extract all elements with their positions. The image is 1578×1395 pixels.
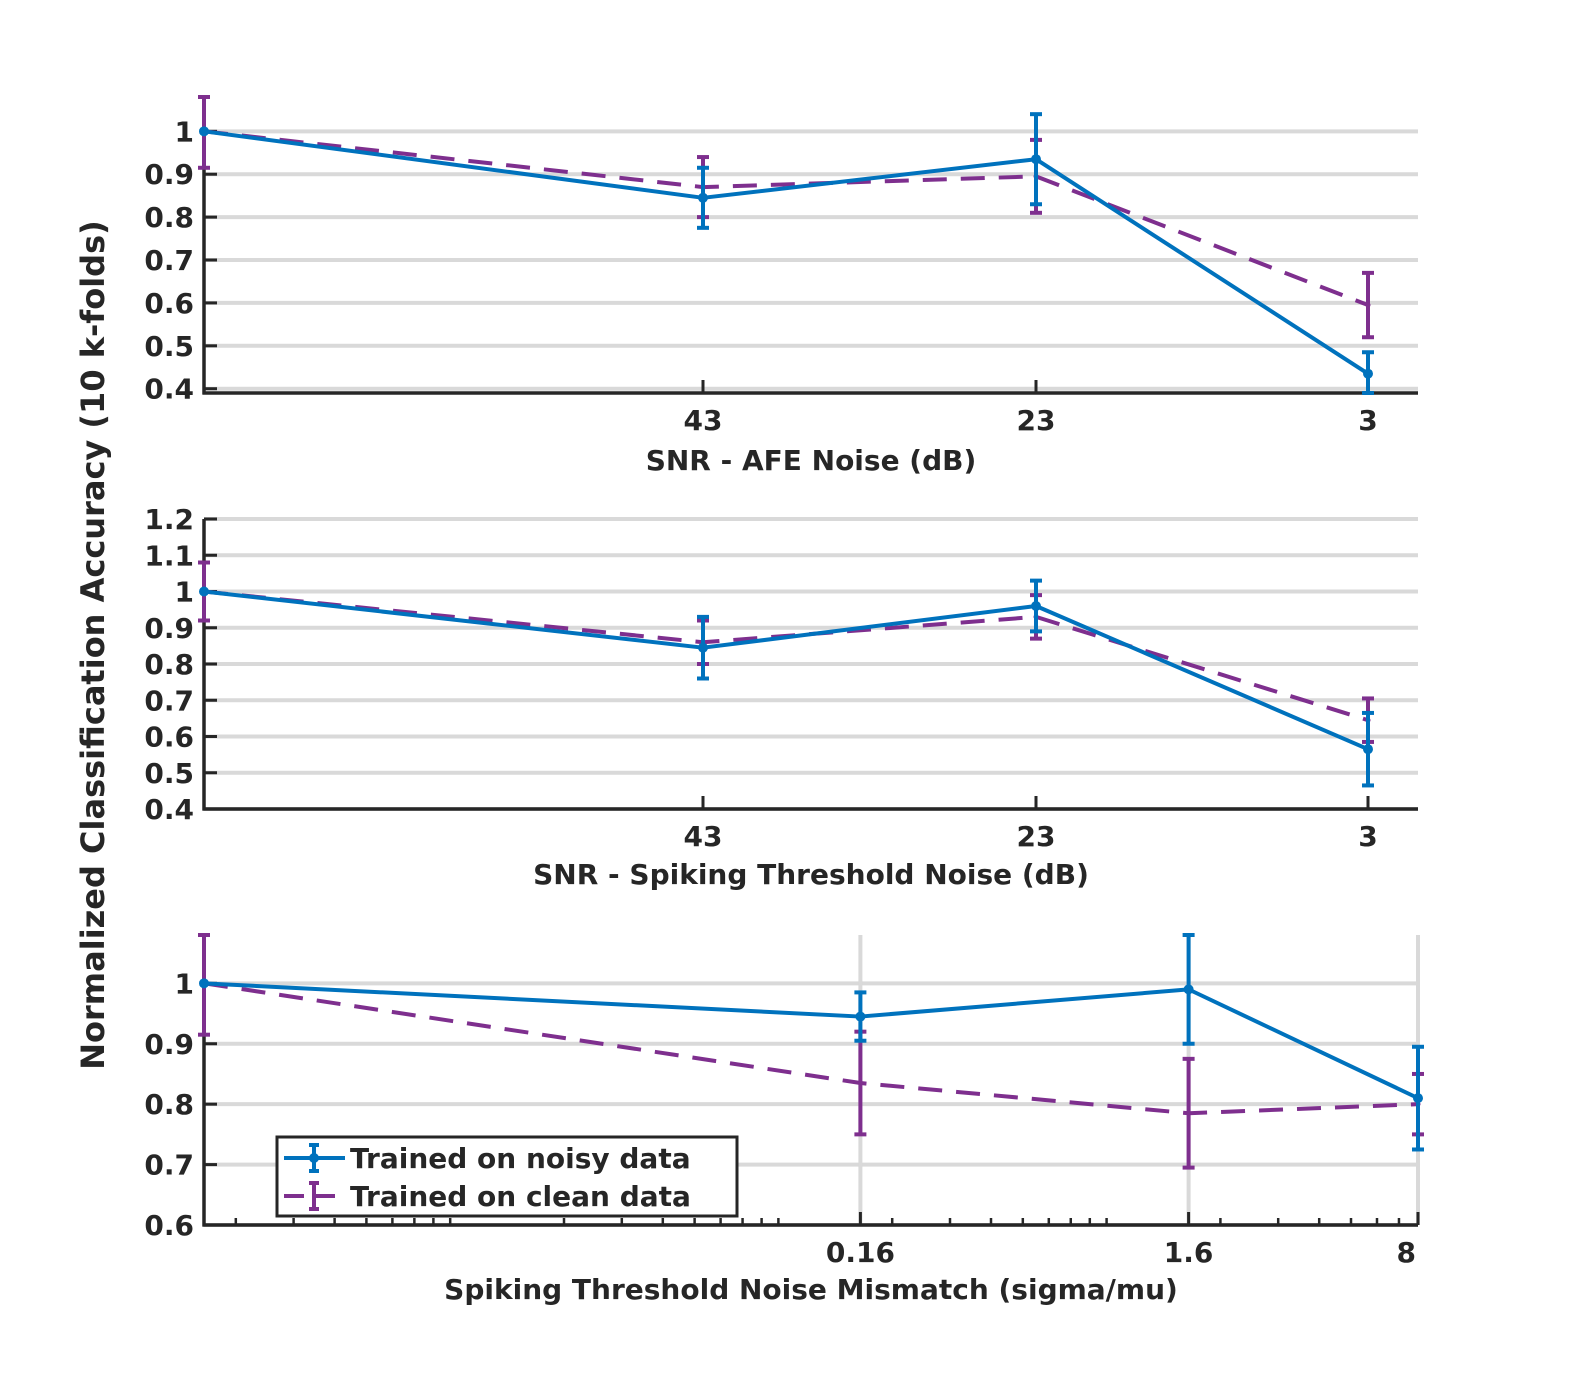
- data-point: [199, 126, 209, 137]
- y-tick-label: 0.6: [144, 1209, 194, 1242]
- data-point: [1363, 368, 1373, 379]
- series-clean: [198, 933, 1424, 1170]
- panel-3: 0.6 0.7 0.8 0.9 1 0.16 1.6 8 Spiking Threshold N…: [144, 933, 1424, 1306]
- y-tick-label: 0.7: [144, 1149, 194, 1182]
- y-tick-label: 0.7: [144, 244, 194, 277]
- panel-2: 0.40.50.6 0.70.80.91 1.11.2 43 23 3 SNR - Spik…: [144, 503, 1418, 891]
- series-line: [203, 981, 1419, 1100]
- data-point: [1365, 302, 1371, 308]
- data-point: [1363, 744, 1373, 755]
- legend: Trained on noisy data Trained on clean da…: [275, 1135, 739, 1218]
- data-point: [698, 642, 708, 653]
- data-point: [199, 586, 209, 597]
- y-tick-label: 0.8: [144, 201, 194, 234]
- series-line: [203, 589, 1369, 752]
- x-tick-label: 23: [1017, 404, 1056, 437]
- series-line: [203, 129, 1369, 307]
- y-tick-label: 1: [175, 576, 194, 609]
- x-tick-label: 8: [1397, 1236, 1416, 1269]
- shared-y-axis-label: Normalized Classification Accuracy (10 k…: [74, 220, 112, 1070]
- x-tick-label: 0.16: [826, 1236, 895, 1269]
- x-axis-label: SNR - Spiking Threshold Noise (dB): [533, 858, 1089, 891]
- y-tick-label: 0.9: [144, 158, 194, 191]
- panel-1: 0.4 0.5 0.6 0.7 0.8 0.9 1 43 23 3 SNR - AFE Noise …: [144, 95, 1418, 477]
- series-clean: [198, 560, 1374, 744]
- data-point: [1183, 984, 1194, 995]
- y-tick-label: 0.5: [144, 757, 194, 790]
- x-tick-label: 43: [684, 820, 723, 853]
- x-tick-label: 3: [1358, 820, 1377, 853]
- legend-entry-noisy: Trained on noisy data: [284, 1142, 691, 1175]
- data-point: [857, 1080, 863, 1086]
- y-tick-label: 0.6: [144, 287, 194, 320]
- y-tick-label: 0.4: [144, 373, 194, 406]
- x-tick-label: 1.6: [1164, 1236, 1214, 1269]
- y-tick-label: 0.7: [144, 684, 194, 717]
- y-tick-label: 0.9: [144, 612, 194, 645]
- data-point: [1413, 1093, 1423, 1104]
- x-tick-label: 3: [1358, 404, 1377, 437]
- y-tick-label: 1.2: [144, 503, 194, 536]
- series-line: [203, 129, 1370, 376]
- x-axis-label: SNR - AFE Noise (dB): [646, 444, 977, 477]
- y-tick-label: 0.8: [144, 1088, 194, 1121]
- data-point: [855, 1011, 866, 1022]
- series-line: [203, 589, 1369, 723]
- legend-marker: [309, 1153, 319, 1163]
- series-line: [203, 981, 1419, 1116]
- y-tick-label: 0.6: [144, 721, 194, 754]
- data-point: [1031, 601, 1041, 611]
- series-noisy: [199, 933, 1424, 1152]
- data-point: [199, 978, 209, 989]
- y-tick-label: 1: [175, 967, 194, 1000]
- y-tick-label: 1: [175, 115, 194, 148]
- y-tick-label: 1.1: [144, 539, 194, 572]
- legend-entry-clean: Trained on clean data: [284, 1180, 691, 1213]
- x-axis-label: Spiking Threshold Noise Mismatch (sigma/…: [444, 1273, 1178, 1306]
- x-tick-label: 43: [684, 404, 723, 437]
- legend-label: Trained on noisy data: [350, 1142, 691, 1175]
- data-point: [1031, 154, 1041, 165]
- x-tick-label: 23: [1017, 820, 1056, 853]
- legend-label: Trained on clean data: [350, 1180, 691, 1213]
- data-point: [1186, 1110, 1192, 1116]
- legend-box: [275, 1135, 739, 1218]
- series-noisy: [199, 112, 1374, 395]
- y-tick-label: 0.9: [144, 1028, 194, 1061]
- y-tick-label: 0.4: [144, 793, 194, 826]
- y-tick-label: 0.8: [144, 648, 194, 681]
- series-noisy: [199, 578, 1374, 788]
- data-point: [698, 192, 708, 203]
- y-tick-label: 0.5: [144, 330, 194, 363]
